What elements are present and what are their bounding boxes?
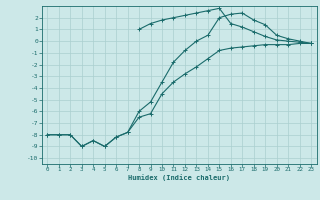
X-axis label: Humidex (Indice chaleur): Humidex (Indice chaleur) bbox=[128, 174, 230, 181]
